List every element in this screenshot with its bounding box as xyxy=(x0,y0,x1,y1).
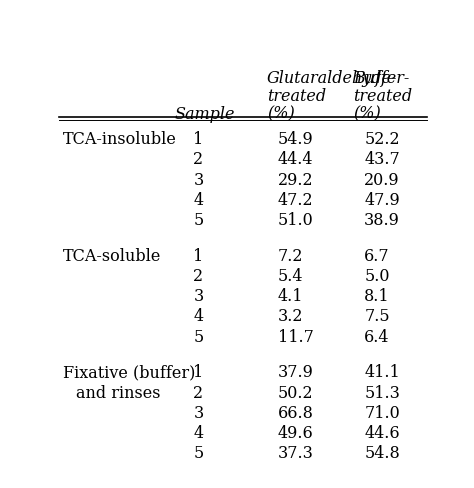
Text: 43.7: 43.7 xyxy=(364,151,400,168)
Text: 5: 5 xyxy=(193,212,203,229)
Text: Sample: Sample xyxy=(175,105,236,122)
Text: 47.2: 47.2 xyxy=(278,192,313,209)
Text: 54.8: 54.8 xyxy=(364,446,400,463)
Text: 71.0: 71.0 xyxy=(364,405,400,422)
Text: 51.0: 51.0 xyxy=(278,212,314,229)
Text: 5.4: 5.4 xyxy=(278,268,303,285)
Text: 2: 2 xyxy=(193,385,203,402)
Text: treated: treated xyxy=(267,88,326,105)
Text: 20.9: 20.9 xyxy=(364,171,400,188)
Text: 29.2: 29.2 xyxy=(278,171,313,188)
Text: 66.8: 66.8 xyxy=(278,405,314,422)
Text: 2: 2 xyxy=(193,151,203,168)
Text: 54.9: 54.9 xyxy=(278,131,314,148)
Text: 8.1: 8.1 xyxy=(364,288,390,305)
Text: 50.2: 50.2 xyxy=(278,385,313,402)
Text: Buffer-: Buffer- xyxy=(353,70,410,87)
Text: TCA-soluble: TCA-soluble xyxy=(63,247,161,264)
Text: 3: 3 xyxy=(193,171,203,188)
Text: 4: 4 xyxy=(193,192,203,209)
Text: 1: 1 xyxy=(193,131,203,148)
Text: 6.7: 6.7 xyxy=(364,247,390,264)
Text: 6.4: 6.4 xyxy=(364,329,390,346)
Text: 44.4: 44.4 xyxy=(278,151,313,168)
Text: 3: 3 xyxy=(193,288,203,305)
Text: 4: 4 xyxy=(193,425,203,442)
Text: 11.7: 11.7 xyxy=(278,329,314,346)
Text: (%): (%) xyxy=(353,105,381,122)
Text: 38.9: 38.9 xyxy=(364,212,400,229)
Text: 5: 5 xyxy=(193,329,203,346)
Text: 51.3: 51.3 xyxy=(364,385,400,402)
Text: 7.5: 7.5 xyxy=(364,308,390,325)
Text: and rinses: and rinses xyxy=(76,385,160,402)
Text: 47.9: 47.9 xyxy=(364,192,400,209)
Text: Glutaraldehyde-: Glutaraldehyde- xyxy=(267,70,397,87)
Text: 1: 1 xyxy=(193,364,203,381)
Text: 52.2: 52.2 xyxy=(364,131,400,148)
Text: 49.6: 49.6 xyxy=(278,425,314,442)
Text: 2: 2 xyxy=(193,268,203,285)
Text: TCA-insoluble: TCA-insoluble xyxy=(63,131,177,148)
Text: 37.3: 37.3 xyxy=(278,446,314,463)
Text: 41.1: 41.1 xyxy=(364,364,400,381)
Text: 4.1: 4.1 xyxy=(278,288,303,305)
Text: (%): (%) xyxy=(267,105,294,122)
Text: 3.2: 3.2 xyxy=(278,308,303,325)
Text: Fixative (buffer): Fixative (buffer) xyxy=(63,364,195,381)
Text: 5: 5 xyxy=(193,446,203,463)
Text: 44.6: 44.6 xyxy=(364,425,400,442)
Text: treated: treated xyxy=(353,88,412,105)
Text: 1: 1 xyxy=(193,247,203,264)
Text: 3: 3 xyxy=(193,405,203,422)
Text: 4: 4 xyxy=(193,308,203,325)
Text: 5.0: 5.0 xyxy=(364,268,390,285)
Text: 37.9: 37.9 xyxy=(278,364,314,381)
Text: 7.2: 7.2 xyxy=(278,247,303,264)
